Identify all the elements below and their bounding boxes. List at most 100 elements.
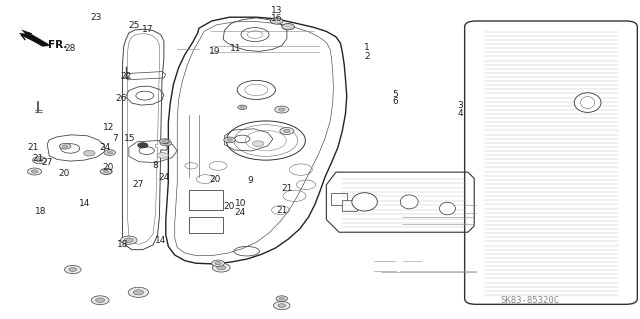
Text: 7: 7	[112, 134, 118, 144]
Circle shape	[224, 137, 236, 143]
Circle shape	[276, 296, 287, 301]
Circle shape	[133, 290, 143, 295]
FancyBboxPatch shape	[189, 190, 223, 210]
Circle shape	[273, 301, 290, 310]
Ellipse shape	[400, 195, 418, 209]
Text: 23: 23	[90, 13, 101, 22]
Circle shape	[124, 238, 133, 242]
Circle shape	[252, 141, 264, 146]
Text: 18: 18	[35, 207, 47, 216]
Circle shape	[104, 170, 109, 173]
Circle shape	[33, 157, 47, 164]
Circle shape	[275, 106, 289, 113]
FancyBboxPatch shape	[332, 193, 347, 205]
Circle shape	[107, 151, 113, 154]
FancyBboxPatch shape	[465, 21, 637, 304]
Text: 15: 15	[124, 134, 136, 144]
Text: 14: 14	[79, 199, 90, 208]
Text: 6: 6	[392, 97, 398, 107]
Circle shape	[100, 169, 112, 174]
Ellipse shape	[580, 97, 595, 108]
Text: 24: 24	[235, 208, 246, 217]
Text: 21: 21	[281, 184, 292, 193]
Ellipse shape	[352, 193, 378, 211]
Circle shape	[65, 265, 81, 274]
Circle shape	[160, 140, 172, 146]
Text: SK83-85320C: SK83-85320C	[500, 296, 560, 305]
Text: 28: 28	[65, 44, 76, 53]
Text: 25: 25	[128, 21, 140, 30]
Circle shape	[217, 265, 226, 270]
Text: 14: 14	[155, 236, 166, 245]
Circle shape	[128, 287, 148, 297]
Circle shape	[284, 130, 290, 133]
Text: 20: 20	[103, 163, 114, 172]
Text: 22: 22	[120, 72, 131, 81]
Text: FR.: FR.	[48, 40, 67, 50]
Circle shape	[161, 139, 170, 143]
Circle shape	[238, 105, 246, 109]
Circle shape	[159, 139, 168, 143]
Circle shape	[96, 298, 104, 302]
Circle shape	[282, 24, 294, 30]
Circle shape	[278, 108, 285, 111]
Text: 17: 17	[142, 25, 154, 34]
Circle shape	[212, 260, 225, 266]
Text: 20: 20	[209, 174, 221, 184]
FancyBboxPatch shape	[189, 217, 223, 233]
Circle shape	[138, 143, 148, 148]
Text: 18: 18	[116, 241, 128, 249]
Text: 20: 20	[224, 202, 236, 211]
Text: 3: 3	[458, 101, 463, 110]
FancyBboxPatch shape	[342, 200, 357, 211]
Circle shape	[100, 169, 111, 174]
Circle shape	[36, 159, 43, 162]
Text: 19: 19	[209, 47, 221, 56]
Text: 4: 4	[458, 109, 463, 118]
Text: 20: 20	[58, 169, 70, 178]
Text: 26: 26	[115, 94, 127, 103]
Circle shape	[31, 170, 38, 173]
Text: 5: 5	[392, 90, 398, 99]
Circle shape	[120, 236, 137, 244]
Circle shape	[92, 296, 109, 305]
Text: 8: 8	[153, 161, 159, 170]
Circle shape	[240, 106, 244, 108]
Ellipse shape	[440, 202, 456, 215]
Text: 24: 24	[158, 173, 170, 182]
Text: 24: 24	[99, 143, 110, 152]
Circle shape	[69, 268, 77, 271]
Circle shape	[28, 168, 42, 175]
Text: 10: 10	[235, 199, 246, 208]
Text: 21: 21	[33, 154, 44, 163]
Circle shape	[215, 262, 221, 265]
Text: 21: 21	[276, 206, 287, 215]
Circle shape	[157, 152, 168, 158]
Circle shape	[103, 170, 109, 173]
Text: 11: 11	[230, 44, 242, 53]
Text: 27: 27	[42, 158, 53, 167]
Circle shape	[164, 140, 168, 142]
Text: 2: 2	[364, 52, 370, 61]
Text: 13: 13	[271, 6, 282, 15]
Circle shape	[280, 128, 294, 135]
Circle shape	[227, 138, 232, 141]
Circle shape	[270, 18, 283, 24]
Circle shape	[84, 150, 95, 156]
Ellipse shape	[574, 93, 601, 112]
Circle shape	[60, 143, 71, 149]
Text: 16: 16	[271, 14, 282, 23]
Circle shape	[212, 263, 230, 272]
Circle shape	[163, 142, 169, 145]
Polygon shape	[19, 30, 51, 46]
Text: 27: 27	[132, 180, 144, 189]
Circle shape	[278, 304, 285, 308]
Circle shape	[62, 145, 68, 148]
Text: 1: 1	[364, 43, 370, 52]
Text: 9: 9	[247, 175, 253, 185]
Circle shape	[162, 140, 166, 142]
Text: 12: 12	[103, 123, 114, 132]
Text: 21: 21	[28, 143, 39, 152]
Circle shape	[279, 297, 285, 300]
Circle shape	[104, 150, 115, 155]
